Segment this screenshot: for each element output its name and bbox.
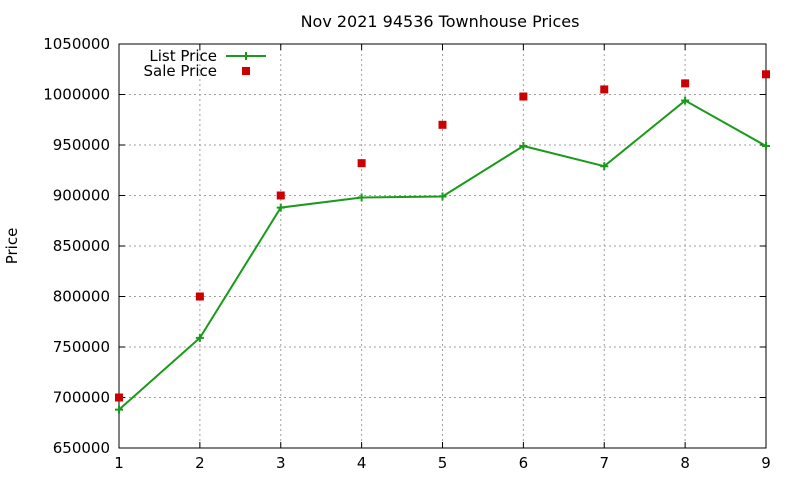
- x-tick-label: 2: [195, 454, 205, 472]
- x-tick-label: 1: [114, 454, 124, 472]
- sale-price-point: [519, 92, 528, 101]
- axes: [118, 43, 767, 449]
- x-tick-label: 9: [761, 454, 771, 472]
- x-tick-label: 8: [680, 454, 690, 472]
- list-price-point: [438, 192, 447, 201]
- grid-lines: [119, 44, 766, 448]
- list-price-point: [519, 142, 528, 151]
- x-tick-label: 4: [357, 454, 367, 472]
- y-tick-label: 1050000: [43, 35, 110, 53]
- list-price-point: [762, 142, 770, 151]
- tick-labels: 650000 700000 750000 800000 850000 900000 9500…: [43, 35, 771, 472]
- y-tick-label: 950000: [53, 136, 110, 154]
- list-price-point: [681, 96, 690, 105]
- sale-price-point: [438, 120, 447, 129]
- x-tick-label: 3: [276, 454, 286, 472]
- y-tick-label: 700000: [53, 389, 110, 407]
- y-axis-label: Price: [3, 228, 21, 265]
- sale-price-point: [600, 85, 609, 94]
- y-tick-label: 800000: [53, 288, 110, 306]
- sale-price-point: [357, 159, 366, 168]
- list-price-point: [600, 162, 609, 171]
- x-tick-label: 5: [438, 454, 448, 472]
- list-price-point: [195, 333, 204, 342]
- sale-price-point: [762, 70, 770, 79]
- chart-title: Nov 2021 94536 Townhouse Prices: [301, 12, 580, 31]
- sale-price-point: [276, 191, 285, 200]
- sale-price-point: [115, 393, 123, 402]
- legend-swatch-marker: [242, 67, 250, 75]
- plot-frame: [118, 43, 767, 449]
- list-price-point: [276, 203, 285, 212]
- y-tick-label: 650000: [53, 439, 110, 457]
- y-tick-label: 900000: [53, 187, 110, 205]
- sale-price-point: [681, 79, 690, 88]
- series: [115, 70, 770, 414]
- x-tick-label: 7: [599, 454, 609, 472]
- list-price-point: [115, 405, 123, 414]
- x-tick-label: 6: [519, 454, 529, 472]
- list-price-point: [357, 193, 366, 202]
- sale-price-point: [195, 292, 204, 301]
- legend-label: Sale Price: [144, 62, 217, 80]
- y-tick-label: 750000: [53, 338, 110, 356]
- y-tick-label: 1000000: [43, 86, 110, 104]
- y-tick-label: 850000: [53, 237, 110, 255]
- legend-swatch-marker: [242, 52, 250, 60]
- legend-label: List Price: [149, 47, 217, 65]
